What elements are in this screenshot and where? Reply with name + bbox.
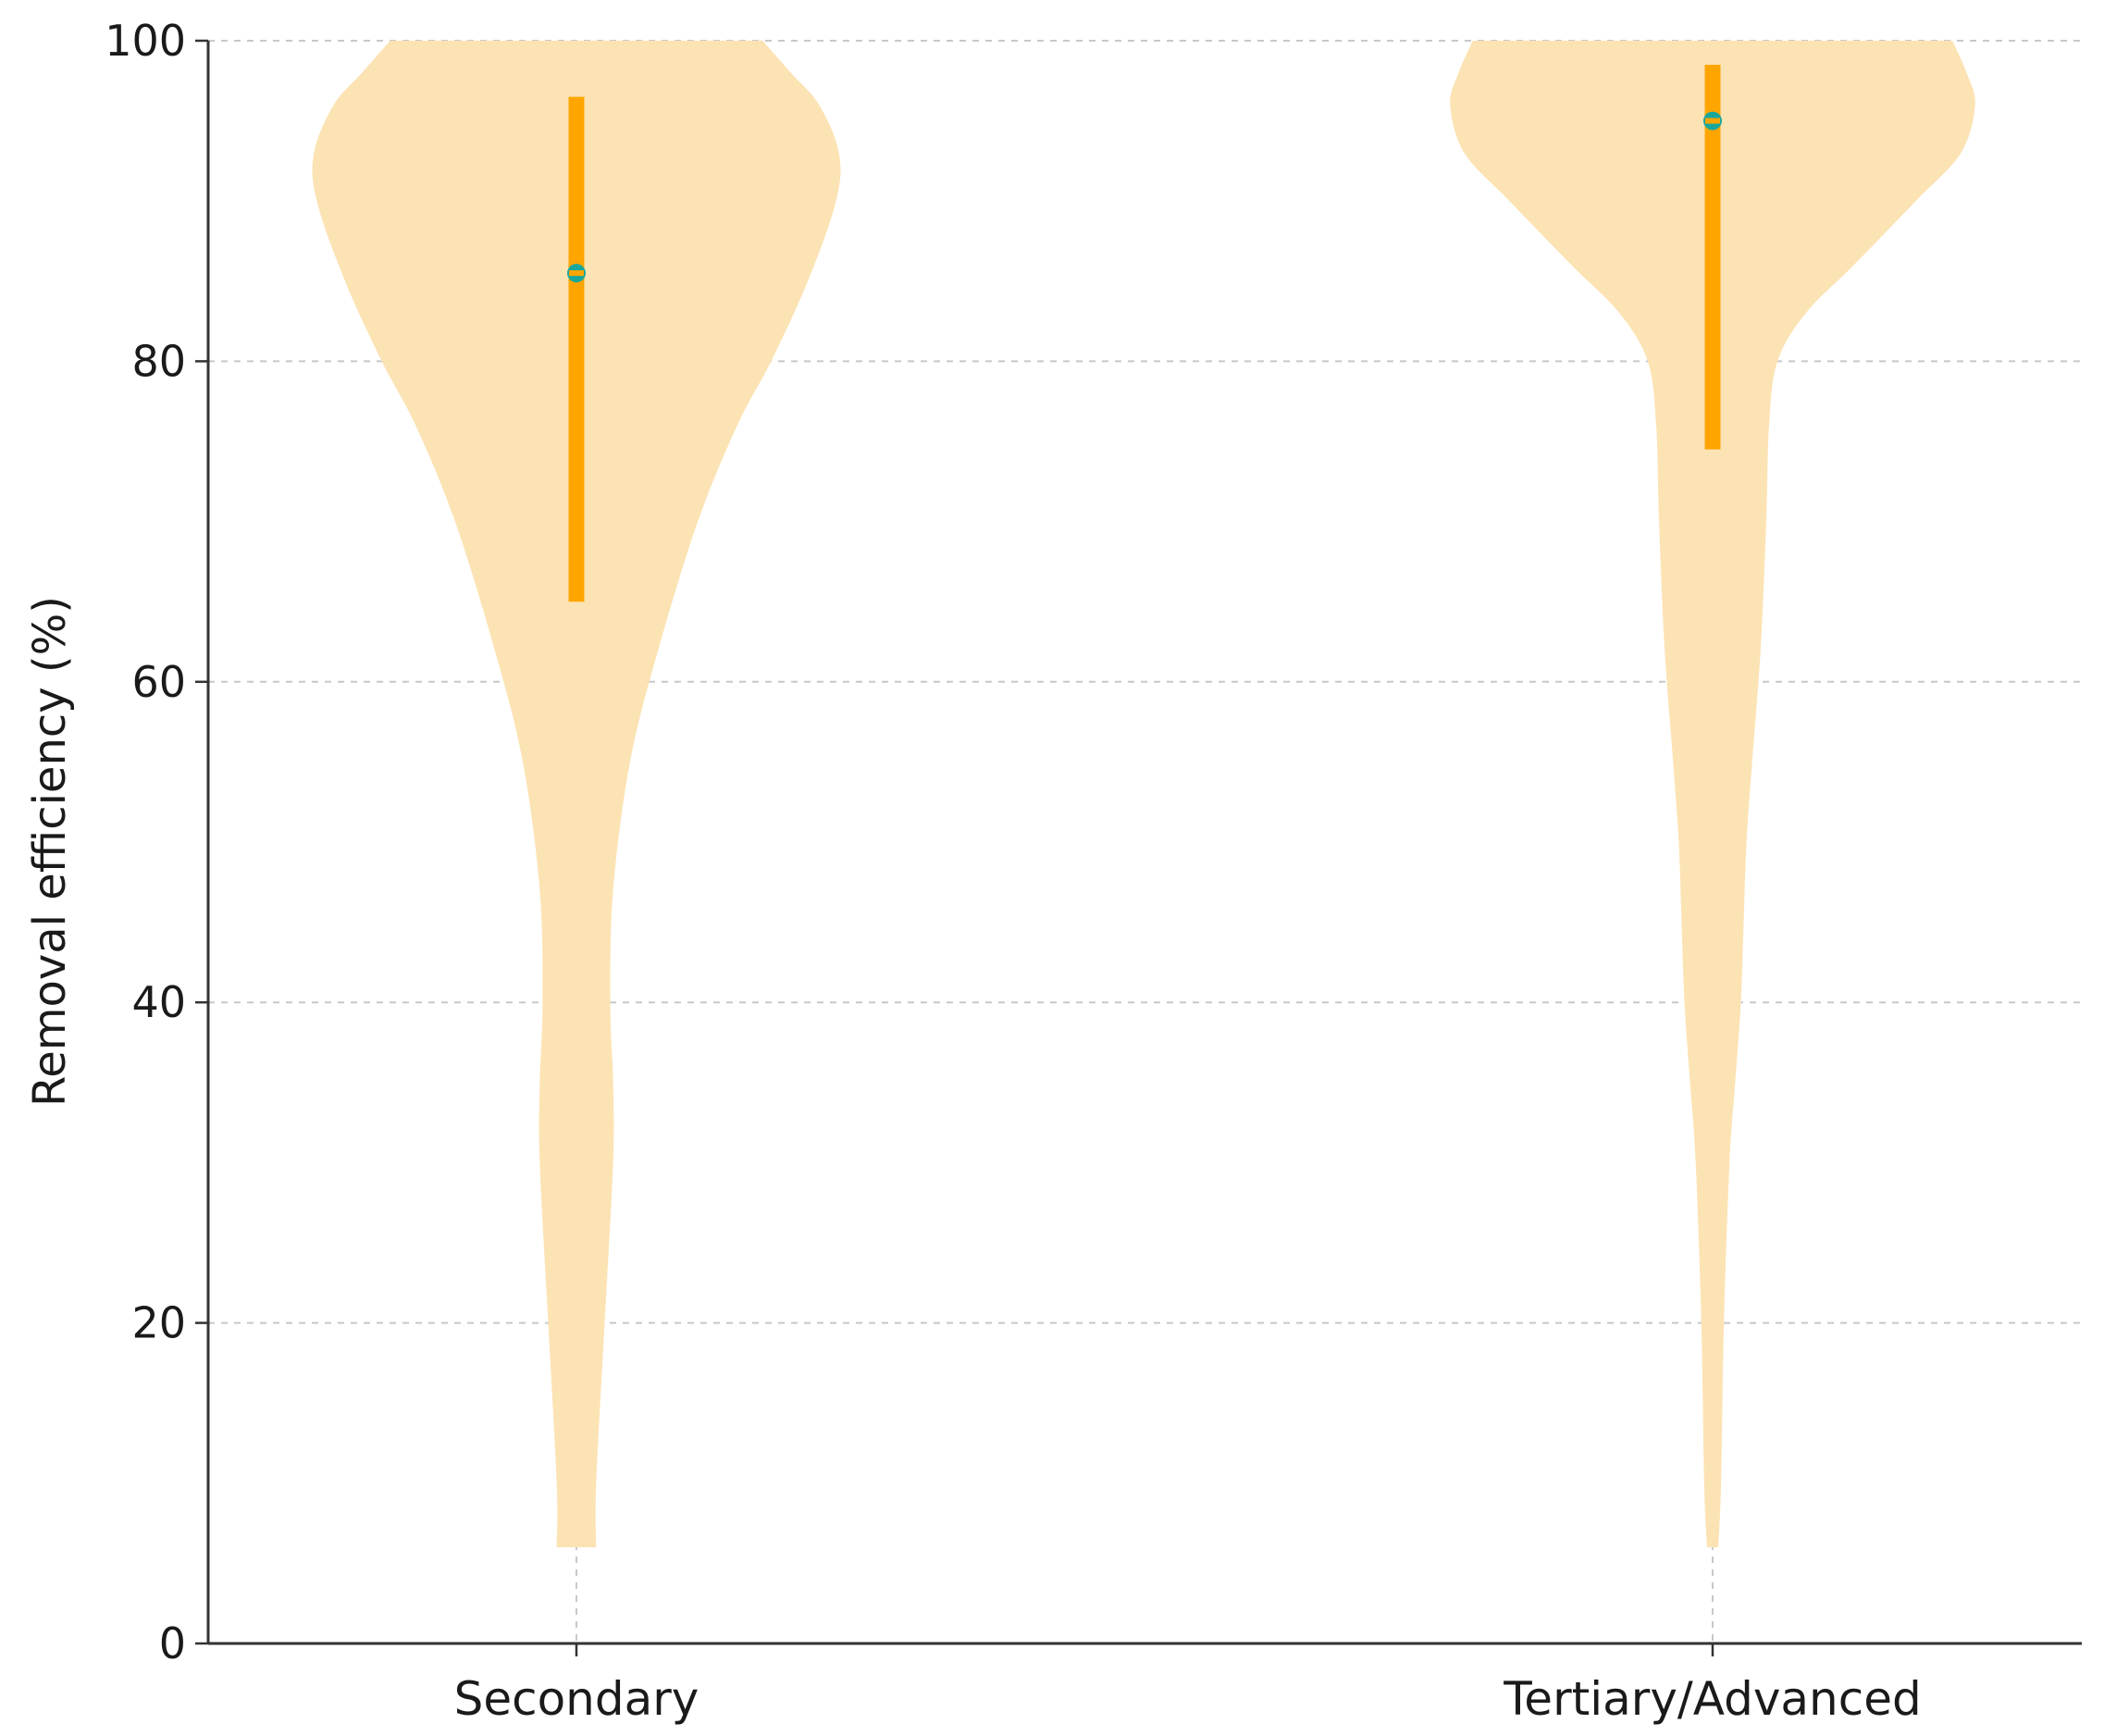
y-tick-label: 80 bbox=[131, 336, 186, 386]
violin-layer bbox=[312, 41, 1975, 1548]
tick-layer: 0 20 40 60 80 100 Secondary Tertiary/Advanced bbox=[105, 16, 1922, 1726]
violin-body-1 bbox=[1450, 41, 1975, 1548]
x-tick-label-0: Secondary bbox=[454, 1672, 699, 1726]
y-tick-label: 60 bbox=[131, 657, 186, 707]
x-tick-label-1: Tertiary/Advanced bbox=[1503, 1672, 1921, 1726]
y-tick-label: 0 bbox=[159, 1618, 186, 1668]
y-tick-label: 100 bbox=[105, 16, 186, 66]
y-tick-label: 40 bbox=[131, 977, 186, 1027]
axes-layer bbox=[206, 41, 2082, 1645]
y-axis-title: Removal efficiency (%) bbox=[24, 596, 76, 1107]
y-tick-label: 20 bbox=[131, 1298, 186, 1348]
violin-body-0 bbox=[312, 41, 841, 1548]
